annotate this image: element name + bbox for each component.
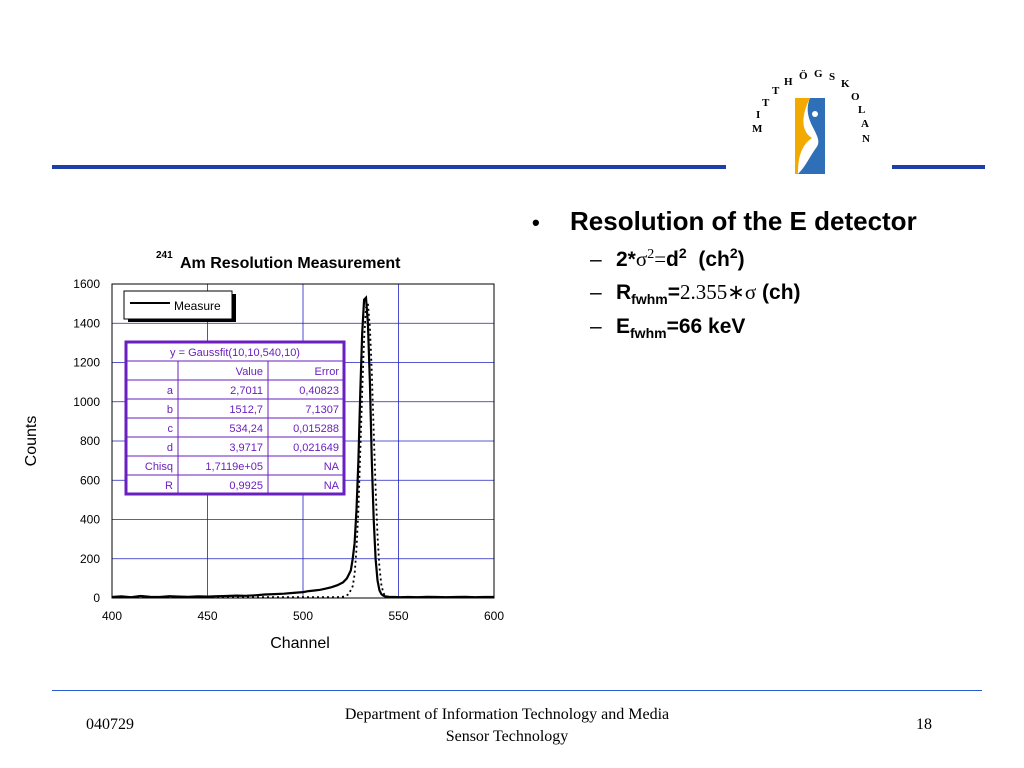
sub2-value: 2.355 <box>680 280 728 304</box>
fit-table-cell: 0,015288 <box>293 423 339 435</box>
dash-icon: – <box>590 248 602 271</box>
sub2-times: ∗ <box>727 280 745 304</box>
sub2-unit: (ch) <box>762 281 801 304</box>
footer-rule <box>52 690 982 691</box>
fit-table-cell: 2,7011 <box>230 385 263 397</box>
sub1-d-exp: 2 <box>678 245 687 261</box>
sub1-unit-close: ) <box>737 248 745 271</box>
sub1-d: d <box>666 248 679 271</box>
sub1-equals: = <box>654 247 667 271</box>
y-tick-label: 200 <box>80 552 100 566</box>
footer-department: Department of Information Technology and… <box>262 704 752 748</box>
sub2-sigma: σ <box>744 280 757 304</box>
y-tick-label: 600 <box>80 473 100 487</box>
y-tick-label: 800 <box>80 434 100 448</box>
footer-line1: Department of Information Technology and… <box>344 706 670 723</box>
sub3-e-subscript: fwhm <box>630 325 667 342</box>
fit-table-cell: a <box>167 385 174 397</box>
y-axis-label: Counts <box>23 416 40 467</box>
footer-date: 040729 <box>86 716 134 733</box>
fit-table-cell: 1512,7 <box>229 404 263 416</box>
bullet-main-text: Resolution of the E detector <box>570 206 917 236</box>
x-tick-label: 450 <box>197 609 217 623</box>
fit-table-title: y = Gaussfit(10,10,540,10) <box>170 347 300 359</box>
legend-box <box>123 290 233 320</box>
sub2-r: R <box>616 281 632 304</box>
chart-title: Am Resolution Measurement <box>180 255 401 272</box>
fit-table-cell: b <box>167 404 173 416</box>
fit-table-cell: 0,40823 <box>299 385 339 397</box>
footer-line2: Sensor Technology <box>445 728 569 745</box>
y-tick-label: 1600 <box>73 277 100 291</box>
x-tick-label: 550 <box>388 609 408 623</box>
fit-table-cell: NA <box>324 461 340 473</box>
fit-table-cell: Chisq <box>145 461 173 473</box>
fit-table-cell: c <box>168 423 174 435</box>
fit-table: y = Gaussfit(10,10,540,10) Value Error a 2,7… <box>124 340 346 496</box>
y-tick-label: 1000 <box>73 395 100 409</box>
y-tick-label: 1200 <box>73 356 100 370</box>
fit-table-cell: 3,9717 <box>229 442 263 454</box>
sub-bullet-rfwhm: – Rfwhm=2.355∗σ (ch) <box>590 280 1002 307</box>
fit-table-header: Error <box>315 366 340 378</box>
fit-table-cell: R <box>165 480 173 492</box>
resolution-chart: 400 450 500 550 600 0 200 400 600 800 1000 1200 1400… <box>23 250 504 652</box>
bullet-main: • Resolution of the E detector <box>532 206 1002 237</box>
sub-bullet-efwhm: – Efwhm=66 keV <box>590 315 1002 341</box>
fit-table-cell: NA <box>324 480 340 492</box>
fit-table-cell: 0,9925 <box>229 480 263 492</box>
sub1-unit-open: (ch <box>698 248 730 271</box>
y-tick-label: 0 <box>93 591 100 605</box>
dash-icon: – <box>590 281 602 304</box>
fit-table-cell: d <box>167 442 173 454</box>
sub2-equals: = <box>667 281 680 304</box>
legend-label: Measure <box>174 299 221 313</box>
chart-title-superscript: 241 <box>156 250 173 261</box>
chart-ticks: 400 450 500 550 600 0 200 400 600 800 1000 1200 1400… <box>73 277 504 623</box>
y-tick-label: 1400 <box>73 316 100 330</box>
x-axis-label: Channel <box>270 635 330 652</box>
sub1-prefix: 2* <box>616 248 636 271</box>
sub2-r-subscript: fwhm <box>631 291 668 308</box>
fit-table-cell: 7,1307 <box>305 404 339 416</box>
sub3-value: =66 keV <box>666 315 746 339</box>
x-tick-label: 400 <box>102 609 122 623</box>
sub1-unit-exp: 2 <box>729 245 738 261</box>
sub1-sigma: σ <box>635 247 648 271</box>
x-tick-label: 600 <box>484 609 504 623</box>
header-rule-right <box>892 165 985 169</box>
y-tick-label: 400 <box>80 513 100 527</box>
footer-page-number: 18 <box>916 716 932 733</box>
fit-table-cell: 1,7119e+05 <box>205 461 263 473</box>
sub-bullet-variance: – 2*σ2=d2 (ch2) <box>590 245 1002 272</box>
bullet-list: • Resolution of the E detector – 2*σ2=d2… <box>532 206 1002 341</box>
header-rule-left <box>52 165 726 169</box>
fit-table-cell: 534,24 <box>229 423 263 435</box>
fit-curve-line <box>112 300 494 599</box>
bullet-dot-icon: • <box>532 210 540 235</box>
chart-series <box>111 295 494 599</box>
sub1-sigma-exp: 2 <box>647 247 655 262</box>
fit-table-header: Value <box>236 366 263 378</box>
dash-icon: – <box>590 315 602 339</box>
svg-text:MIT THÖ GSK OLA: MIT TH Ö G SK OLA N <box>752 68 871 145</box>
sub3-e: E <box>616 315 631 339</box>
fit-table-cell: 0,021649 <box>293 442 339 454</box>
x-tick-label: 500 <box>293 609 313 623</box>
